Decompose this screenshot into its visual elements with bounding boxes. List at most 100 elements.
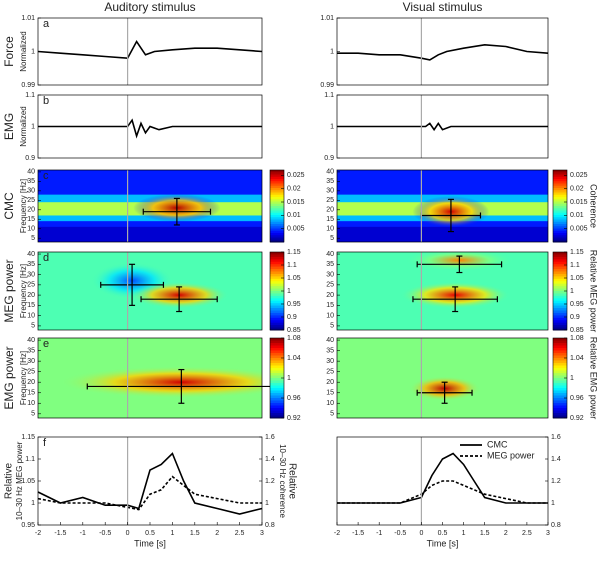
x-tick-label: 2	[504, 530, 508, 537]
colorbar-tick-label: 0.01	[287, 212, 301, 219]
colorbar-tick-label: 1.05	[570, 275, 584, 282]
y-tick-label: 1	[330, 123, 334, 130]
colorbar-cell	[270, 378, 284, 381]
colorbar-cell	[553, 395, 567, 399]
colorbar-cell	[270, 310, 284, 314]
colorbar-cell	[270, 300, 284, 304]
y-tick-label: 40	[326, 251, 334, 258]
colorbar-cell	[553, 197, 567, 200]
colorbar-cell	[270, 203, 284, 207]
y-tick-label: 5	[330, 323, 334, 330]
y-tick-label: 35	[27, 347, 35, 354]
colorbar-cell	[553, 340, 567, 344]
axis-label: Normalized	[19, 106, 28, 146]
colorbar-cell	[553, 239, 567, 243]
colorbar-cell	[270, 208, 284, 211]
colorbar-cell	[270, 252, 284, 255]
colorbar-cell	[270, 403, 284, 406]
colorbar-cell	[270, 228, 284, 232]
colorbar-cell	[270, 413, 284, 416]
y-tick-label: 20	[27, 207, 35, 214]
x-tick-label: -1.5	[54, 530, 66, 537]
colorbar-cell	[553, 312, 567, 316]
colorbar-cell	[553, 269, 567, 272]
colorbar-cell	[270, 278, 284, 282]
y-tick-label: 40	[27, 251, 35, 258]
colorbar-cell	[270, 415, 284, 419]
colorbar-cell	[553, 172, 567, 175]
y-tick-label: 15	[326, 302, 334, 309]
y-tick-label: 1	[31, 48, 35, 55]
colorbar-cell	[553, 194, 567, 198]
colorbar-cell	[270, 210, 284, 214]
y-tick-label: 5	[31, 411, 35, 418]
colorbar-cell	[270, 380, 284, 384]
colorbar-cell	[553, 183, 567, 187]
y-tick-label: 35	[27, 261, 35, 268]
colorbar-cell	[270, 345, 284, 349]
colorbar-cell	[270, 383, 284, 386]
colorbar-cell	[553, 256, 567, 260]
colorbar-cell	[270, 276, 284, 280]
colorbar-cell	[270, 295, 284, 299]
x-tick-label: -0.5	[394, 530, 406, 537]
colorbar-cell	[553, 215, 567, 218]
colorbar-tick-label: 1	[570, 288, 574, 295]
colorbar-tick-label: 0.005	[287, 226, 305, 233]
colorbar-cell	[270, 172, 284, 175]
y-tick-label: 5	[31, 323, 35, 330]
colorbar-cell	[270, 355, 284, 359]
colorbar-cell	[270, 286, 284, 290]
colorbar-cell	[270, 343, 284, 346]
y-tick-label: 40	[27, 337, 35, 344]
colorbar-cell	[553, 363, 567, 366]
colorbar-cell	[270, 308, 284, 311]
x-tick-label: 1.5	[480, 530, 490, 537]
colorbar-cell	[270, 226, 284, 229]
colorbar-cell	[270, 340, 284, 344]
colorbar-tick-label: 0.92	[287, 415, 301, 422]
y-tick-label: 40	[27, 169, 35, 176]
y-tick-label: 1.1	[25, 456, 35, 463]
x-tick-label: 0.5	[438, 530, 448, 537]
colorbar-cell	[270, 221, 284, 225]
colorbar-cell	[270, 291, 284, 294]
colorbar-cell	[553, 271, 567, 275]
colorbar-cell	[553, 368, 567, 371]
axis-label: Relative EMG power	[589, 337, 599, 420]
heatmap-blob	[59, 366, 262, 399]
y2-tick-label: 1	[265, 500, 269, 507]
colorbar-cell	[553, 188, 567, 191]
colorbar-cell	[553, 388, 567, 391]
colorbar-cell	[270, 176, 284, 180]
y-tick-label: 10	[326, 312, 334, 319]
data-line	[38, 118, 262, 139]
colorbar-tick-label: 1.08	[570, 335, 584, 342]
colorbar-cell	[270, 192, 284, 196]
colorbar-cell	[553, 174, 567, 178]
colorbar-cell	[270, 185, 284, 189]
y-tick-label: 35	[326, 347, 334, 354]
colorbar-cell	[553, 298, 567, 302]
y2-tick-label: 1.6	[265, 434, 275, 441]
colorbar-cell	[553, 288, 567, 292]
y-tick-label: 0.9	[25, 155, 35, 162]
colorbar-cell	[553, 390, 567, 394]
data-line	[337, 43, 549, 61]
heatmap	[38, 338, 262, 418]
colorbar-cell	[553, 325, 567, 329]
colorbar-cell	[553, 199, 567, 202]
y-tick-label: 15	[27, 390, 35, 397]
colorbar-cell	[270, 188, 284, 191]
colorbar-cell	[553, 179, 567, 182]
y-tick-label: 20	[27, 292, 35, 299]
heatmap	[38, 252, 262, 330]
y-tick-label: 10	[27, 226, 35, 233]
colorbar-cell	[270, 348, 284, 351]
colorbar-cell	[270, 181, 284, 184]
colorbar-cell	[553, 291, 567, 294]
colorbar-tick-label: 0.92	[570, 415, 584, 422]
colorbar-cell	[553, 190, 567, 193]
y-tick-label: 1.1	[324, 92, 334, 99]
